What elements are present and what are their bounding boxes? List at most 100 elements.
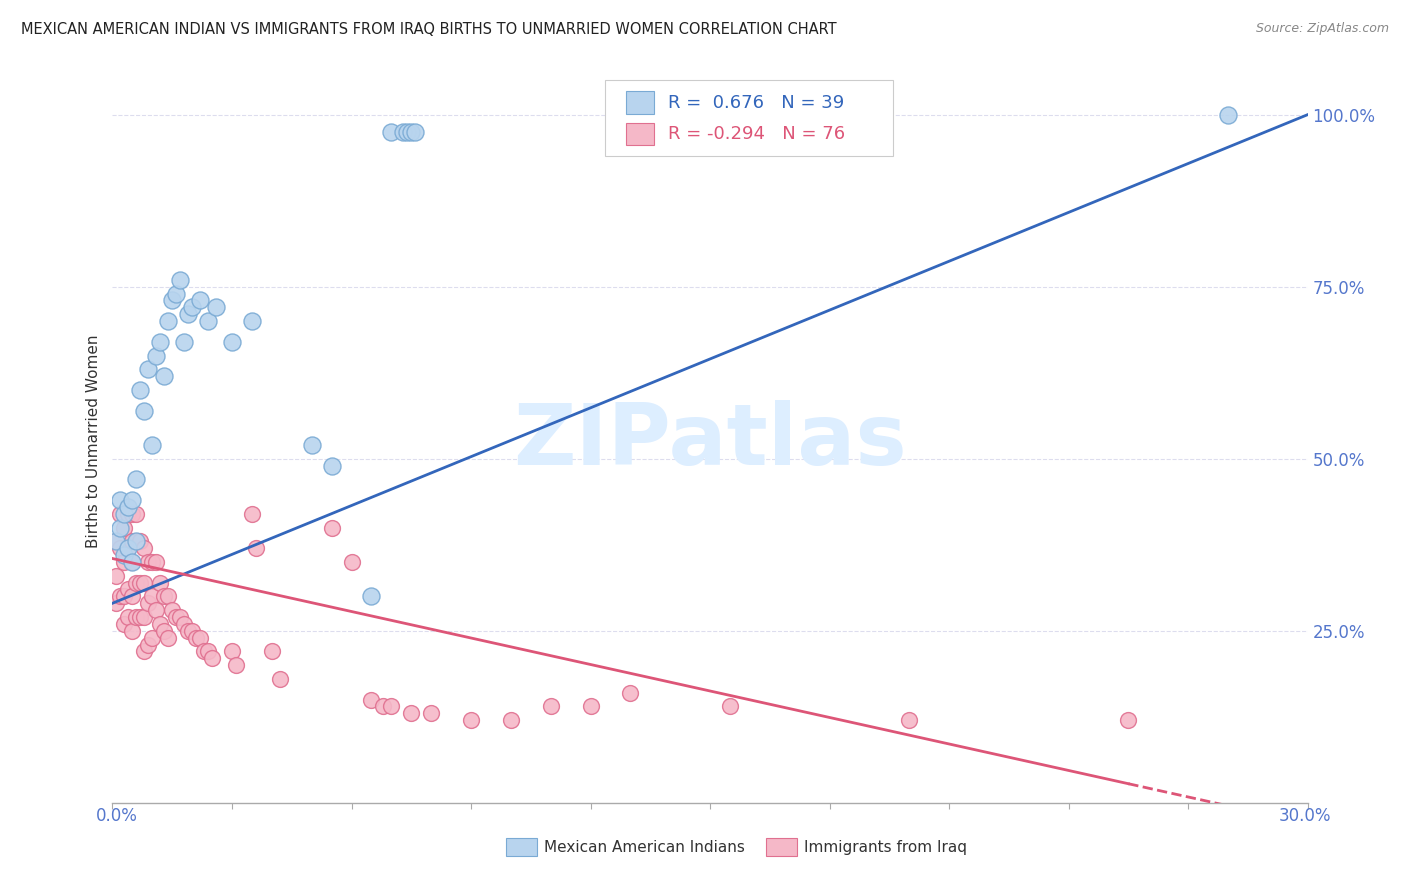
Text: ZIPatlas: ZIPatlas xyxy=(513,400,907,483)
Point xyxy=(105,596,128,610)
Point xyxy=(401,125,423,139)
Point xyxy=(110,541,132,556)
Point xyxy=(420,706,443,721)
Point xyxy=(125,534,148,549)
Point xyxy=(221,334,243,349)
Point xyxy=(499,713,522,727)
Point xyxy=(540,699,562,714)
Point xyxy=(114,507,135,521)
Point xyxy=(145,603,167,617)
Point xyxy=(360,590,382,604)
Y-axis label: Births to Unmarried Women: Births to Unmarried Women xyxy=(86,334,101,549)
Point xyxy=(129,575,152,590)
Point xyxy=(169,610,191,624)
Point xyxy=(321,520,343,534)
Point xyxy=(110,507,132,521)
Point xyxy=(193,644,215,658)
Point xyxy=(117,500,139,514)
Point xyxy=(141,590,163,604)
Point xyxy=(138,555,160,569)
Point xyxy=(138,596,160,610)
Point xyxy=(114,548,135,562)
Point xyxy=(134,575,156,590)
Point xyxy=(579,699,602,714)
Point xyxy=(188,293,211,308)
Point xyxy=(129,610,152,624)
Point xyxy=(396,125,419,139)
Point xyxy=(173,334,195,349)
Point xyxy=(162,603,183,617)
Point xyxy=(380,125,402,139)
Point xyxy=(114,616,135,631)
Point xyxy=(141,631,163,645)
Point xyxy=(105,534,128,549)
Point xyxy=(125,610,148,624)
Point xyxy=(138,362,160,376)
Point xyxy=(125,472,148,486)
Point xyxy=(162,293,183,308)
Point xyxy=(225,658,247,673)
Point xyxy=(121,555,143,569)
Point xyxy=(149,334,172,349)
Point xyxy=(134,403,156,417)
Point xyxy=(129,534,152,549)
Text: Immigrants from Iraq: Immigrants from Iraq xyxy=(804,840,967,855)
Point xyxy=(173,616,195,631)
Point xyxy=(169,273,191,287)
Point xyxy=(117,610,139,624)
Point xyxy=(121,493,143,508)
Point xyxy=(117,582,139,597)
Point xyxy=(149,575,172,590)
Point xyxy=(121,507,143,521)
Point xyxy=(125,575,148,590)
Point xyxy=(149,616,172,631)
Point xyxy=(240,314,263,328)
Point xyxy=(125,534,148,549)
Point xyxy=(201,651,224,665)
Point xyxy=(197,644,219,658)
Text: MEXICAN AMERICAN INDIAN VS IMMIGRANTS FROM IRAQ BIRTHS TO UNMARRIED WOMEN CORREL: MEXICAN AMERICAN INDIAN VS IMMIGRANTS FR… xyxy=(21,22,837,37)
Point xyxy=(165,610,187,624)
Text: 0.0%: 0.0% xyxy=(96,807,138,825)
Point xyxy=(117,541,139,556)
Point xyxy=(177,624,200,638)
Point xyxy=(181,301,204,315)
Point xyxy=(380,699,402,714)
Point xyxy=(114,555,135,569)
Point xyxy=(260,644,283,658)
Point xyxy=(153,624,176,638)
Point xyxy=(145,555,167,569)
Point xyxy=(1118,713,1140,727)
Point xyxy=(121,534,143,549)
Point xyxy=(153,369,176,384)
Point xyxy=(221,644,243,658)
Point xyxy=(114,590,135,604)
Point xyxy=(121,590,143,604)
Point xyxy=(1216,108,1239,122)
Point xyxy=(177,307,200,321)
Point xyxy=(153,590,176,604)
Text: Mexican American Indians: Mexican American Indians xyxy=(544,840,745,855)
Point xyxy=(145,349,167,363)
Point xyxy=(114,520,135,534)
Point xyxy=(301,438,323,452)
Point xyxy=(340,555,363,569)
Point xyxy=(157,631,180,645)
Point xyxy=(197,314,219,328)
Point xyxy=(619,686,641,700)
Point xyxy=(186,631,208,645)
Point xyxy=(125,507,148,521)
Point xyxy=(157,590,180,604)
Text: Source: ZipAtlas.com: Source: ZipAtlas.com xyxy=(1256,22,1389,36)
Point xyxy=(117,541,139,556)
Point xyxy=(105,568,128,582)
Point xyxy=(134,610,156,624)
Point xyxy=(373,699,395,714)
Point xyxy=(360,692,382,706)
Point xyxy=(157,314,180,328)
Point xyxy=(141,438,163,452)
Point xyxy=(129,383,152,397)
Point xyxy=(165,286,187,301)
Point xyxy=(718,699,741,714)
Point xyxy=(401,706,423,721)
